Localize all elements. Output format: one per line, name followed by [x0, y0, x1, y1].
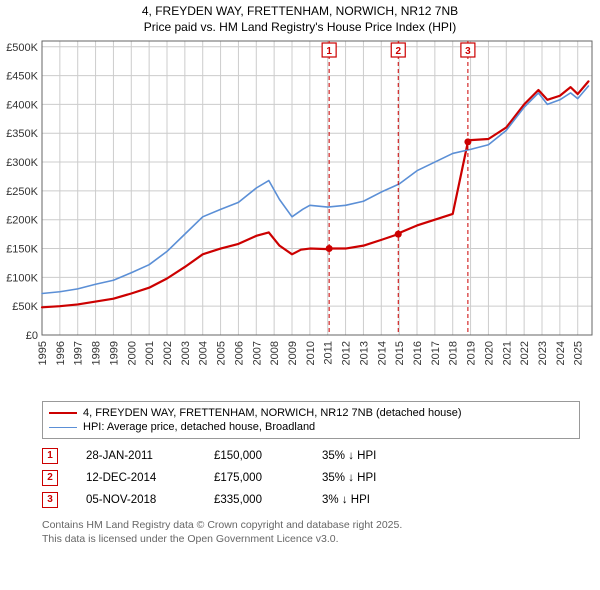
ytick-label: £100K	[6, 273, 38, 285]
xtick-label: 2000	[126, 341, 138, 365]
sale-marker-dot	[464, 139, 471, 146]
ytick-label: £350K	[6, 128, 38, 140]
legend-label: HPI: Average price, detached house, Broa…	[83, 421, 315, 433]
sale-date: 12-DEC-2014	[86, 472, 186, 484]
sale-marker-dot	[326, 245, 333, 252]
sale-price: £335,000	[214, 494, 294, 506]
sale-date: 05-NOV-2018	[86, 494, 186, 506]
xtick-label: 2019	[466, 341, 478, 365]
sale-delta: 3% ↓ HPI	[322, 494, 422, 506]
chart-title-block: 4, FREYDEN WAY, FRETTENHAM, NORWICH, NR1…	[0, 0, 600, 35]
sale-badge: 1	[42, 448, 58, 464]
sale-marker-flag-label: 3	[465, 46, 471, 57]
footer-line2: This data is licensed under the Open Gov…	[42, 533, 580, 547]
xtick-label: 2016	[412, 341, 424, 365]
xtick-label: 2023	[537, 341, 549, 365]
ytick-label: £250K	[6, 186, 38, 198]
sales-table: 1 28-JAN-2011 £150,000 35% ↓ HPI 2 12-DEC-201…	[42, 445, 580, 511]
ytick-label: £150K	[6, 244, 38, 256]
xtick-label: 2010	[305, 341, 317, 365]
ytick-label: £300K	[6, 157, 38, 169]
xtick-label: 2013	[358, 341, 370, 365]
xtick-label: 2025	[573, 341, 585, 365]
xtick-label: 2009	[287, 341, 299, 365]
footer: Contains HM Land Registry data © Crown c…	[42, 519, 580, 546]
sale-badge: 2	[42, 470, 58, 486]
xtick-label: 2015	[394, 341, 406, 365]
footer-line1: Contains HM Land Registry data © Crown c…	[42, 519, 580, 533]
sale-marker-flag-label: 1	[326, 46, 332, 57]
sale-row: 1 28-JAN-2011 £150,000 35% ↓ HPI	[42, 445, 580, 467]
sale-delta: 35% ↓ HPI	[322, 472, 422, 484]
xtick-label: 2021	[501, 341, 513, 365]
xtick-label: 2014	[376, 341, 388, 365]
legend-label: 4, FREYDEN WAY, FRETTENHAM, NORWICH, NR1…	[83, 407, 462, 419]
chart-svg: £0 £50K £100K £150K £200K £250K £300K £350K £400…	[0, 35, 600, 395]
sale-date: 28-JAN-2011	[86, 450, 186, 462]
price-chart: £0 £50K £100K £150K £200K £250K £300K £350K £400…	[0, 35, 600, 395]
sale-badge: 3	[42, 492, 58, 508]
ytick-label: £400K	[6, 100, 38, 112]
ytick-label: £200K	[6, 215, 38, 227]
xtick-label: 2008	[269, 341, 281, 365]
xtick-label: 1998	[91, 341, 103, 365]
ytick-label: £500K	[6, 42, 38, 54]
sale-row: 2 12-DEC-2014 £175,000 35% ↓ HPI	[42, 467, 580, 489]
xtick-label: 1997	[73, 341, 85, 365]
title-line2: Price paid vs. HM Land Registry's House …	[0, 20, 600, 36]
xtick-label: 2006	[233, 341, 245, 365]
legend: 4, FREYDEN WAY, FRETTENHAM, NORWICH, NR1…	[42, 401, 580, 439]
xtick-label: 1996	[55, 341, 67, 365]
ytick-label: £450K	[6, 71, 38, 83]
xtick-label: 2004	[198, 341, 210, 365]
legend-row: 4, FREYDEN WAY, FRETTENHAM, NORWICH, NR1…	[49, 406, 573, 420]
xtick-label: 1999	[108, 341, 120, 365]
legend-swatch	[49, 427, 77, 428]
xtick-label: 2011	[323, 341, 335, 365]
xtick-label: 2001	[144, 341, 156, 365]
xtick-label: 2022	[519, 341, 531, 365]
title-line1: 4, FREYDEN WAY, FRETTENHAM, NORWICH, NR1…	[0, 4, 600, 20]
legend-row: HPI: Average price, detached house, Broa…	[49, 420, 573, 434]
sale-marker-flag-label: 2	[395, 46, 401, 57]
sale-marker-dot	[395, 231, 402, 238]
sale-row: 3 05-NOV-2018 £335,000 3% ↓ HPI	[42, 489, 580, 511]
xtick-label: 2024	[555, 341, 567, 365]
xtick-label: 2005	[216, 341, 228, 365]
xtick-label: 2003	[180, 341, 192, 365]
xtick-label: 2018	[448, 341, 460, 365]
xtick-label: 2020	[483, 341, 495, 365]
xtick-label: 2017	[430, 341, 442, 365]
xtick-label: 2007	[251, 341, 263, 365]
xtick-label: 2012	[341, 341, 353, 365]
sale-price: £175,000	[214, 472, 294, 484]
legend-swatch	[49, 412, 77, 414]
sale-price: £150,000	[214, 450, 294, 462]
ytick-label: £0	[26, 330, 38, 342]
xtick-label: 1995	[37, 341, 49, 365]
ytick-label: £50K	[12, 301, 38, 313]
xtick-label: 2002	[162, 341, 174, 365]
sale-delta: 35% ↓ HPI	[322, 450, 422, 462]
